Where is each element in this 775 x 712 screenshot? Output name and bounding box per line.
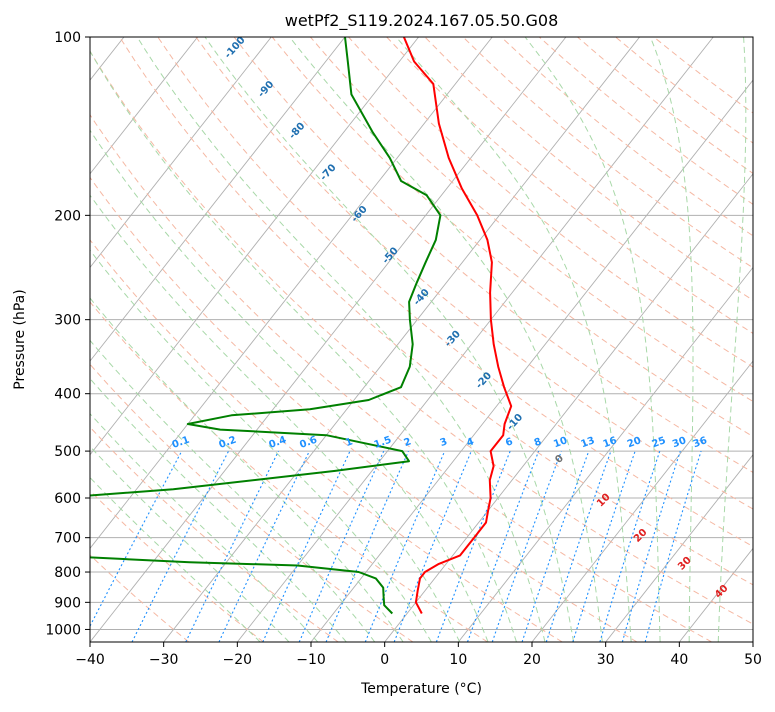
y-tick-label: 800	[54, 565, 81, 581]
isotherm-gridline	[237, 37, 713, 642]
moist-adiabat-line	[0, 50, 431, 642]
mixing-ratio-label: 30	[671, 435, 688, 450]
dry-adiabat-line	[0, 37, 338, 642]
y-tick-label: 300	[54, 313, 81, 329]
x-tick-label: −20	[223, 652, 253, 668]
mixing-ratio-line	[522, 451, 589, 642]
y-tick-label: 600	[54, 491, 81, 507]
dry-adiabat-line	[0, 37, 413, 642]
mixing-ratio-label: 0.4	[267, 435, 287, 451]
mixing-ratio-line	[263, 451, 350, 642]
dry-adiabat-line	[158, 37, 775, 642]
moist-adiabat-label: 30	[676, 555, 694, 573]
x-tick-label: 0	[380, 652, 389, 668]
mixing-ratio-label: 2	[403, 436, 413, 449]
x-tick-label: −40	[75, 652, 105, 668]
moist-adiabat-label: 10	[595, 492, 613, 510]
isotherm-gridline	[0, 37, 271, 642]
dry-adiabat-line	[43, 37, 711, 642]
mixing-ratio-label: 13	[579, 435, 596, 450]
mixing-ratio-line	[468, 451, 539, 642]
mixing-ratio-label: 16	[602, 435, 619, 450]
y-tick-label: 700	[54, 531, 81, 547]
x-tick-label: 20	[523, 652, 541, 668]
mixing-ratio-line	[645, 451, 701, 642]
y-tick-label: 200	[54, 208, 81, 224]
isotherm-gridline	[0, 37, 198, 642]
dry-adiabat-line	[654, 37, 775, 642]
moist-adiabat-line	[0, 158, 289, 642]
moist-adiabat-line	[525, 37, 660, 642]
dry-adiabat-label: -60	[349, 204, 369, 225]
dry-adiabat-line	[539, 37, 775, 642]
isotherm-gridline	[164, 37, 640, 642]
mixing-ratio-label: 4	[465, 436, 475, 449]
isotherm-gridline	[16, 37, 492, 642]
isotherm-gridline	[458, 37, 775, 642]
dry-adiabat-line	[0, 37, 488, 642]
moist-adiabat-line	[36, 37, 488, 642]
mixing-ratio-label: 6	[504, 436, 514, 449]
y-tick-label: 1000	[45, 622, 81, 638]
profile-series	[48, 37, 512, 614]
isotherm-gridline	[753, 37, 775, 642]
dry-adiabat-line	[5, 37, 637, 642]
mixing-ratio-label: 10	[552, 435, 569, 450]
moist-adiabat-line	[137, 37, 545, 642]
isotherm-gridline	[311, 37, 775, 642]
mixing-ratio-line	[132, 451, 229, 642]
isotherm-gridline	[385, 37, 775, 642]
moist-adiabat-line	[396, 37, 631, 642]
moist-adiabat-line	[0, 114, 346, 642]
dry-adiabat-label: -100	[223, 35, 248, 61]
dry-adiabat-label: -90	[256, 79, 276, 100]
x-tick-label: 10	[449, 652, 467, 668]
x-axis-title: Temperature (°C)	[360, 681, 482, 697]
dry-adiabat-label: -20	[474, 370, 494, 391]
dry-adiabat-line	[0, 37, 264, 642]
moist-adiabat-line	[718, 37, 746, 642]
chart-title: wetPf2_S119.2024.167.05.50.G08	[285, 11, 559, 31]
dry-adiabat-label: -70	[318, 162, 338, 183]
dry-adiabat-line	[0, 37, 562, 642]
y-tick-label: 100	[54, 30, 81, 46]
x-tick-label: 40	[670, 652, 688, 668]
mixing-ratio-label: 1	[344, 436, 354, 449]
dry-adiabat-line	[0, 37, 189, 642]
mixing-ratio-line	[82, 451, 182, 642]
dry-adiabat-line	[81, 37, 775, 642]
dry-adiabat-label: -30	[443, 329, 463, 350]
mixing-ratio-label: 0.1	[171, 435, 191, 451]
mixing-ratio-label: 8	[533, 436, 543, 449]
y-tick-label: 500	[54, 444, 81, 460]
mixing-ratio-line	[492, 451, 561, 642]
dry-adiabat-label: -80	[287, 121, 307, 142]
y-tick-label: 900	[54, 595, 81, 611]
y-tick-label: 400	[54, 387, 81, 403]
mixing-ratio-label: 20	[626, 435, 643, 450]
background-lines	[0, 37, 775, 642]
mixing-ratio-label: 3	[439, 436, 449, 449]
x-tick-label: −10	[296, 652, 326, 668]
mixing-ratio-line	[365, 451, 444, 642]
mixing-ratio-line	[326, 451, 408, 642]
dry-adiabat-line	[501, 37, 775, 642]
dry-adiabat-line	[196, 37, 775, 642]
dry-adiabat-line	[463, 37, 775, 642]
moist-adiabat-label: 40	[713, 583, 731, 601]
x-tick-label: 50	[744, 652, 762, 668]
y-axis-title: Pressure (hPa)	[12, 289, 28, 389]
mixing-ratio-line	[573, 451, 635, 642]
mixing-ratio-label: 0.2	[218, 435, 238, 451]
isotherm-gridline	[90, 37, 566, 642]
plot-frame	[90, 37, 753, 642]
x-tick-label: 30	[597, 652, 615, 668]
dry-adiabat-line	[310, 37, 775, 642]
temperature-profile-line	[404, 37, 511, 614]
mixing-ratio-line	[436, 451, 510, 642]
x-tick-label: −30	[149, 652, 179, 668]
